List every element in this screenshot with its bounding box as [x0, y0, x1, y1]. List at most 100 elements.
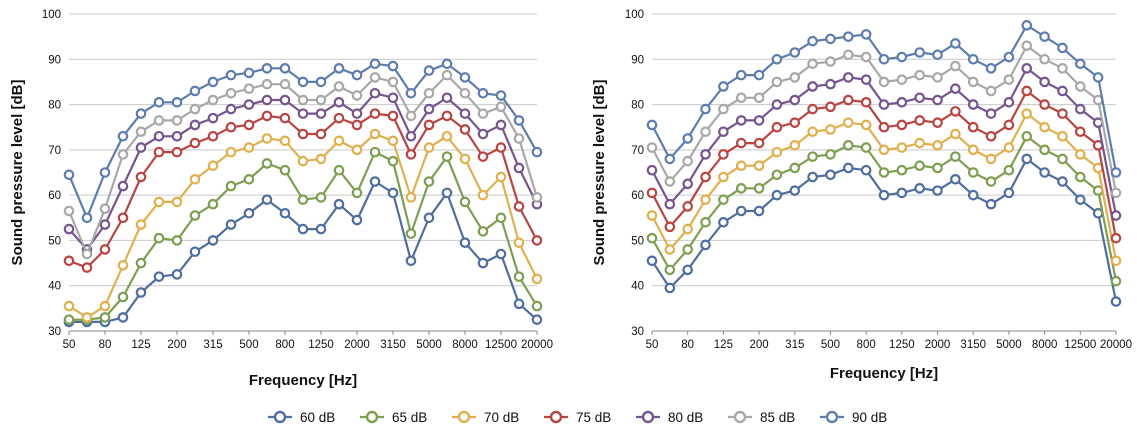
data-point [1003, 142, 1015, 153]
data-point [333, 198, 345, 210]
data-point [700, 171, 711, 183]
series-85-db [63, 69, 543, 260]
data-point [405, 149, 417, 160]
data-point [896, 142, 908, 153]
data-point [985, 85, 997, 97]
data-point [243, 119, 255, 131]
data-point [682, 178, 693, 190]
data-point [405, 255, 417, 267]
data-point [1075, 103, 1086, 115]
data-point [735, 160, 747, 172]
legend-label: 80 dB [668, 410, 703, 425]
data-point [261, 78, 273, 90]
x-tick-label: 200 [167, 339, 186, 351]
data-point [513, 162, 525, 174]
data-point [950, 128, 961, 140]
x-tick-label: 20000 [1100, 339, 1132, 351]
x-tick-label: 800 [275, 339, 294, 351]
data-point [477, 257, 489, 269]
data-point [825, 169, 836, 181]
x-axis-title: Frequency [Hz] [830, 365, 938, 382]
data-point [700, 239, 711, 251]
data-point [771, 169, 783, 181]
data-point [315, 94, 327, 106]
data-point [753, 205, 765, 217]
data-point [646, 187, 658, 199]
data-point [878, 167, 890, 178]
series-70-db [63, 128, 543, 323]
legend-label: 70 dB [484, 410, 519, 425]
data-point [860, 164, 872, 176]
data-point [1057, 108, 1068, 119]
data-point [423, 65, 435, 76]
data-point [81, 262, 93, 273]
data-point [1021, 63, 1033, 74]
data-point [135, 126, 147, 138]
data-point [297, 94, 309, 106]
x-tick-label: 5000 [996, 339, 1022, 351]
data-point [753, 137, 765, 149]
data-point [441, 130, 453, 142]
data-point [297, 155, 309, 167]
data-point [860, 29, 872, 40]
data-point [789, 162, 801, 174]
data-point [682, 264, 693, 276]
x-tick-label: 8000 [452, 339, 478, 351]
data-point [878, 189, 890, 201]
data-point [63, 205, 75, 217]
data-point [1075, 171, 1086, 183]
y-tick-label: 50 [48, 235, 61, 247]
x-tick-label: 50 [646, 339, 659, 351]
data-point [646, 119, 658, 131]
data-point [63, 314, 75, 325]
data-point [225, 219, 237, 230]
data-point [753, 183, 765, 194]
data-point [171, 146, 183, 158]
data-point [495, 119, 507, 131]
y-axis-title: Sound pressure level [dB] [9, 80, 26, 266]
data-point [207, 160, 219, 172]
data-point [189, 137, 201, 149]
data-point [735, 92, 747, 104]
data-point [153, 115, 165, 126]
x-tick-label: 5000 [416, 339, 442, 351]
legend-marker-icon [825, 410, 839, 424]
data-point [207, 130, 219, 142]
x-tick-label: 80 [681, 339, 694, 351]
series-75-db [646, 85, 1122, 244]
data-point [441, 151, 453, 162]
data-point [333, 63, 345, 74]
y-axis-title: Sound pressure level [dB] [591, 80, 608, 266]
x-tick-label: 20000 [521, 339, 553, 351]
data-point [914, 47, 925, 58]
data-point [735, 183, 747, 194]
data-point [423, 103, 435, 115]
data-point [243, 142, 255, 153]
data-point [843, 94, 854, 106]
data-point [369, 58, 381, 70]
data-point [135, 257, 147, 269]
data-point [646, 232, 658, 244]
data-point [950, 60, 961, 72]
legend: 60 dB 65 dB 70 dB 75 dB 80 dB 85 dB 90 dB [268, 410, 887, 425]
data-point [99, 219, 111, 230]
data-point [99, 312, 111, 323]
legend-marker-icon [273, 410, 287, 424]
data-point [825, 33, 836, 45]
data-point [81, 312, 93, 323]
data-point [279, 207, 291, 219]
data-point [1003, 119, 1015, 131]
chart-1: 30 40 50 60 70 80 90 100 50 80 125 200 315 500 800 1250… [9, 9, 553, 389]
data-point [297, 223, 309, 235]
y-tick-label: 40 [48, 281, 61, 293]
data-point [189, 246, 201, 258]
data-point [387, 76, 399, 88]
data-point [531, 192, 543, 203]
data-point [441, 110, 453, 122]
y-tick-label: 30 [631, 326, 644, 338]
legend-marker-icon [365, 410, 379, 424]
data-point [225, 87, 237, 99]
legend-label: 75 dB [576, 410, 611, 425]
data-point [1075, 58, 1086, 70]
data-point [664, 198, 676, 210]
